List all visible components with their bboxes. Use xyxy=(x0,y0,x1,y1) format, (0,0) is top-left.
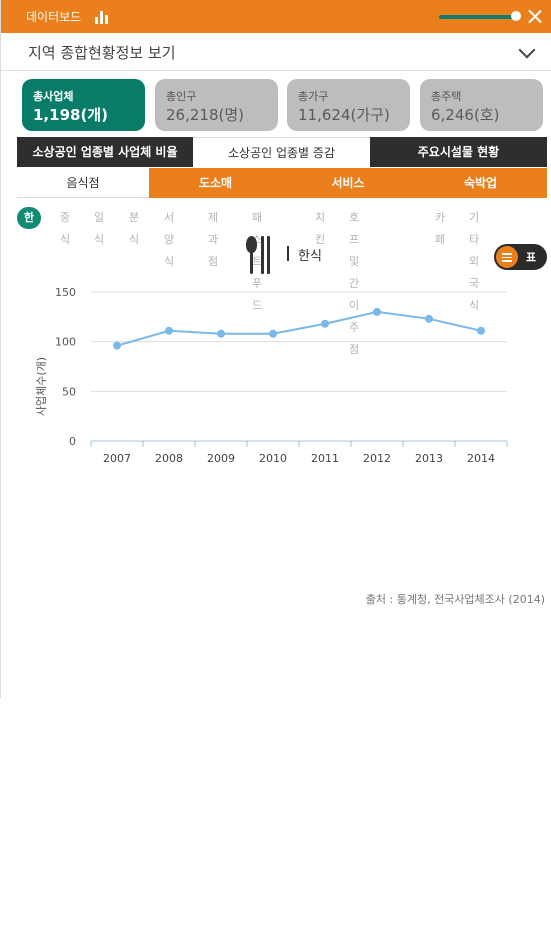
tab-facilities[interactable]: 주요시설물 현황 xyxy=(370,137,547,167)
series-line xyxy=(116,310,482,347)
card-label: 총사업체 xyxy=(33,90,74,103)
y-axis-label: 사업체수(개) xyxy=(35,357,48,416)
category-bakery[interactable]: 제과점 xyxy=(208,211,219,268)
x-tick-label: 2011 xyxy=(311,452,339,465)
chart-title: 한식 xyxy=(298,249,322,264)
top-bar: 데이터보드 xyxy=(1,0,551,33)
data-point xyxy=(321,319,329,328)
spoon-chopsticks-icon xyxy=(246,236,272,276)
tab-service[interactable]: 서비스 xyxy=(282,168,414,198)
bar-chart-icon[interactable] xyxy=(95,10,109,24)
category-chinese[interactable]: 중식 xyxy=(60,211,71,246)
table-view-toggle[interactable]: 표 xyxy=(494,244,547,270)
y-tick-label: 100 xyxy=(55,336,76,349)
category-korean[interactable]: 한식 xyxy=(17,207,42,246)
title-divider xyxy=(287,246,289,261)
data-board-panel: 데이터보드 지역 종합현황정보 보기 총사업체 1,198(개) 총인구 26,… xyxy=(0,0,551,698)
panel-slider-track[interactable] xyxy=(439,15,514,19)
data-point xyxy=(269,329,277,338)
region-title: 지역 종합현황정보 보기 xyxy=(28,44,176,62)
list-icon xyxy=(496,246,518,268)
x-tick-label: 2013 xyxy=(415,452,443,465)
data-point xyxy=(373,307,381,316)
data-point xyxy=(425,314,433,323)
tab-business-change[interactable]: 소상공인 업종별 증감 xyxy=(193,137,370,167)
data-point xyxy=(477,326,485,335)
topbar-title: 데이터보드 xyxy=(26,10,82,24)
category-chicken[interactable]: 치킨 xyxy=(315,211,326,246)
toggle-label: 표 xyxy=(526,251,537,264)
category-fastfood[interactable]: 패스트푸드 xyxy=(252,211,263,312)
category-pub[interactable]: 호프 및 간이주점 xyxy=(349,211,360,356)
card-label: 총인구 xyxy=(166,90,197,103)
y-tick-label: 0 xyxy=(69,435,76,448)
card-value: 6,246(호) xyxy=(431,106,500,124)
tab-restaurant[interactable]: 음식점 xyxy=(17,168,149,198)
category-cafe[interactable]: 카페 xyxy=(435,211,446,246)
card-value: 11,624(가구) xyxy=(298,106,390,124)
data-point xyxy=(217,329,225,338)
card-label: 총주택 xyxy=(431,90,462,103)
x-tick-label: 2009 xyxy=(207,452,235,465)
card-total-households[interactable]: 총가구 11,624(가구) xyxy=(287,79,410,131)
card-value: 26,218(명) xyxy=(166,106,244,124)
data-point xyxy=(113,341,121,350)
data-point xyxy=(165,326,173,335)
x-tick-label: 2008 xyxy=(155,452,183,465)
panel-slider-knob[interactable] xyxy=(511,11,521,21)
x-tick-label: 2007 xyxy=(103,452,131,465)
tab-business-ratio[interactable]: 소상공인 업종별 사업체 비율 xyxy=(17,137,193,167)
category-snack[interactable]: 분식 xyxy=(129,211,140,246)
source-note: 출처 : 통계청, 전국사업체조사 (2014) xyxy=(365,593,545,606)
category-western[interactable]: 서양식 xyxy=(164,211,175,268)
x-tick-label: 2014 xyxy=(467,452,495,465)
region-selector[interactable]: 지역 종합현황정보 보기 xyxy=(1,33,551,71)
category-other-foreign[interactable]: 기타 외국식 xyxy=(469,211,480,312)
tab-lodging[interactable]: 숙박업 xyxy=(414,168,547,198)
card-label: 총가구 xyxy=(298,90,329,103)
x-tick-label: 2012 xyxy=(363,452,391,465)
card-total-population[interactable]: 총인구 26,218(명) xyxy=(155,79,278,131)
y-tick-label: 50 xyxy=(62,385,76,398)
sub-tabs: 음식점 도소매 서비스 숙박업 xyxy=(17,168,547,198)
card-total-housing[interactable]: 총주택 6,246(호) xyxy=(420,79,543,131)
tab-wholesale-retail[interactable]: 도소매 xyxy=(149,168,282,198)
line-chart: 0 50 100 150 2007 2008 2009 2010 2011 2012 2013 201… xyxy=(35,286,508,465)
close-icon[interactable] xyxy=(527,9,542,24)
category-japanese[interactable]: 일식 xyxy=(94,211,105,246)
x-tick-label: 2010 xyxy=(259,452,287,465)
chevron-down-icon[interactable] xyxy=(518,41,536,59)
card-value: 1,198(개) xyxy=(33,106,108,124)
main-tabs: 소상공인 업종별 사업체 비율 소상공인 업종별 증감 주요시설물 현황 xyxy=(17,137,547,167)
y-tick-label: 150 xyxy=(55,286,76,299)
card-total-businesses[interactable]: 총사업체 1,198(개) xyxy=(22,79,145,131)
